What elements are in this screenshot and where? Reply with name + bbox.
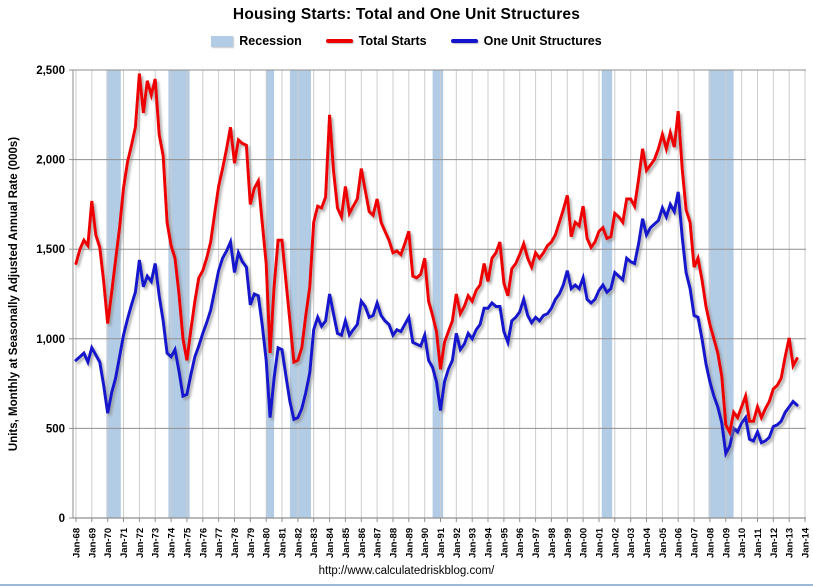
x-tick-label: Jan-79 xyxy=(246,528,257,558)
legend-item-total-starts: Total Starts xyxy=(325,34,427,48)
x-tick-label: Jan-70 xyxy=(103,528,114,558)
x-tick-label: Jan-75 xyxy=(182,527,193,558)
legend-item-recession: Recession xyxy=(211,34,302,48)
x-tick-label: Jan-69 xyxy=(87,528,98,558)
x-tick-label: Jan-01 xyxy=(595,527,606,558)
recession-band xyxy=(266,70,275,518)
y-tick-label: 0 xyxy=(59,513,65,525)
x-tick-label: Jan-93 xyxy=(468,528,479,558)
footer-url: http://www.calculatedriskblog.com/ xyxy=(318,565,495,577)
x-tick-label: Jan-90 xyxy=(420,528,431,558)
x-tick-label: Jan-82 xyxy=(293,528,304,558)
y-tick-label: 2,000 xyxy=(36,155,65,167)
x-tick-label: Jan-00 xyxy=(579,528,590,558)
y-tick-label: 1,500 xyxy=(36,244,65,256)
recession-band xyxy=(708,70,734,518)
x-tick-label: Jan-10 xyxy=(737,528,748,558)
x-tick-label: Jan-74 xyxy=(167,527,178,558)
x-tick-label: Jan-07 xyxy=(690,528,701,558)
x-tick-label: Jan-89 xyxy=(404,528,415,558)
y-tick-label: 500 xyxy=(46,423,65,435)
x-tick-label: Jan-14 xyxy=(801,527,812,558)
legend-item-one-unit: One Unit Structures xyxy=(450,34,602,48)
recession-band xyxy=(289,70,311,518)
x-tick-label: Jan-71 xyxy=(119,527,130,558)
x-tick-label: Jan-78 xyxy=(230,528,241,558)
y-tick-label: 2,500 xyxy=(36,65,65,77)
recession-band xyxy=(106,70,121,518)
total-starts-line-swatch-icon xyxy=(325,39,353,43)
x-tick-label: Jan-83 xyxy=(309,528,320,558)
x-tick-label: Jan-76 xyxy=(198,528,209,558)
recession-band xyxy=(432,70,444,518)
x-tick-label: Jan-11 xyxy=(753,528,764,558)
x-tick-label: Jan-06 xyxy=(674,528,685,558)
legend-label-recession: Recession xyxy=(239,34,302,48)
x-tick-label: Jan-13 xyxy=(785,528,796,558)
x-tick-label: Jan-04 xyxy=(642,527,653,558)
x-tick-label: Jan-72 xyxy=(135,528,146,558)
x-tick-label: Jan-77 xyxy=(214,528,225,558)
x-tick-label: Jan-03 xyxy=(626,528,637,558)
x-tick-label: Jan-88 xyxy=(389,528,400,558)
x-tick-label: Jan-68 xyxy=(72,528,83,558)
y-tick-label: 1,000 xyxy=(36,334,65,346)
recession-swatch-icon xyxy=(211,35,234,47)
x-tick-label: Jan-94 xyxy=(484,527,495,558)
x-tick-label: Jan-92 xyxy=(452,528,463,558)
x-tick-label: Jan-12 xyxy=(769,528,780,558)
x-tick-label: Jan-81 xyxy=(278,527,289,558)
x-tick-label: Jan-85 xyxy=(341,527,352,558)
x-tick-label: Jan-87 xyxy=(373,528,384,558)
x-tick-label: Jan-73 xyxy=(151,528,162,558)
chart-title: Housing Starts: Total and One Unit Struc… xyxy=(232,6,581,23)
x-tick-label: Jan-91 xyxy=(436,527,447,558)
x-tick-label: Jan-86 xyxy=(357,528,368,558)
x-tick-label: Jan-84 xyxy=(325,527,336,558)
x-tick-label: Jan-80 xyxy=(262,528,273,558)
series-line-one-unit-structures xyxy=(74,191,799,459)
x-tick-label: Jan-02 xyxy=(610,528,621,558)
legend-label-total-starts: Total Starts xyxy=(358,34,427,48)
legend: Recession Total Starts One Unit Structur… xyxy=(0,34,813,48)
x-tick-label: Jan-98 xyxy=(547,528,558,558)
x-tick-label: Jan-99 xyxy=(563,528,574,558)
x-tick-label: Jan-05 xyxy=(658,527,669,558)
one-unit-line-swatch-icon xyxy=(450,39,478,43)
x-tick-label: Jan-09 xyxy=(721,528,732,558)
x-tick-label: Jan-95 xyxy=(499,527,510,558)
series-line-total-starts xyxy=(74,73,799,437)
legend-label-one-unit: One Unit Structures xyxy=(483,34,602,48)
x-tick-label: Jan-97 xyxy=(531,528,542,558)
y-axis-title: Units, Monthly at Seasonally Adjusted An… xyxy=(8,137,20,451)
x-tick-label: Jan-08 xyxy=(705,528,716,558)
x-tick-label: Jan-96 xyxy=(515,528,526,558)
